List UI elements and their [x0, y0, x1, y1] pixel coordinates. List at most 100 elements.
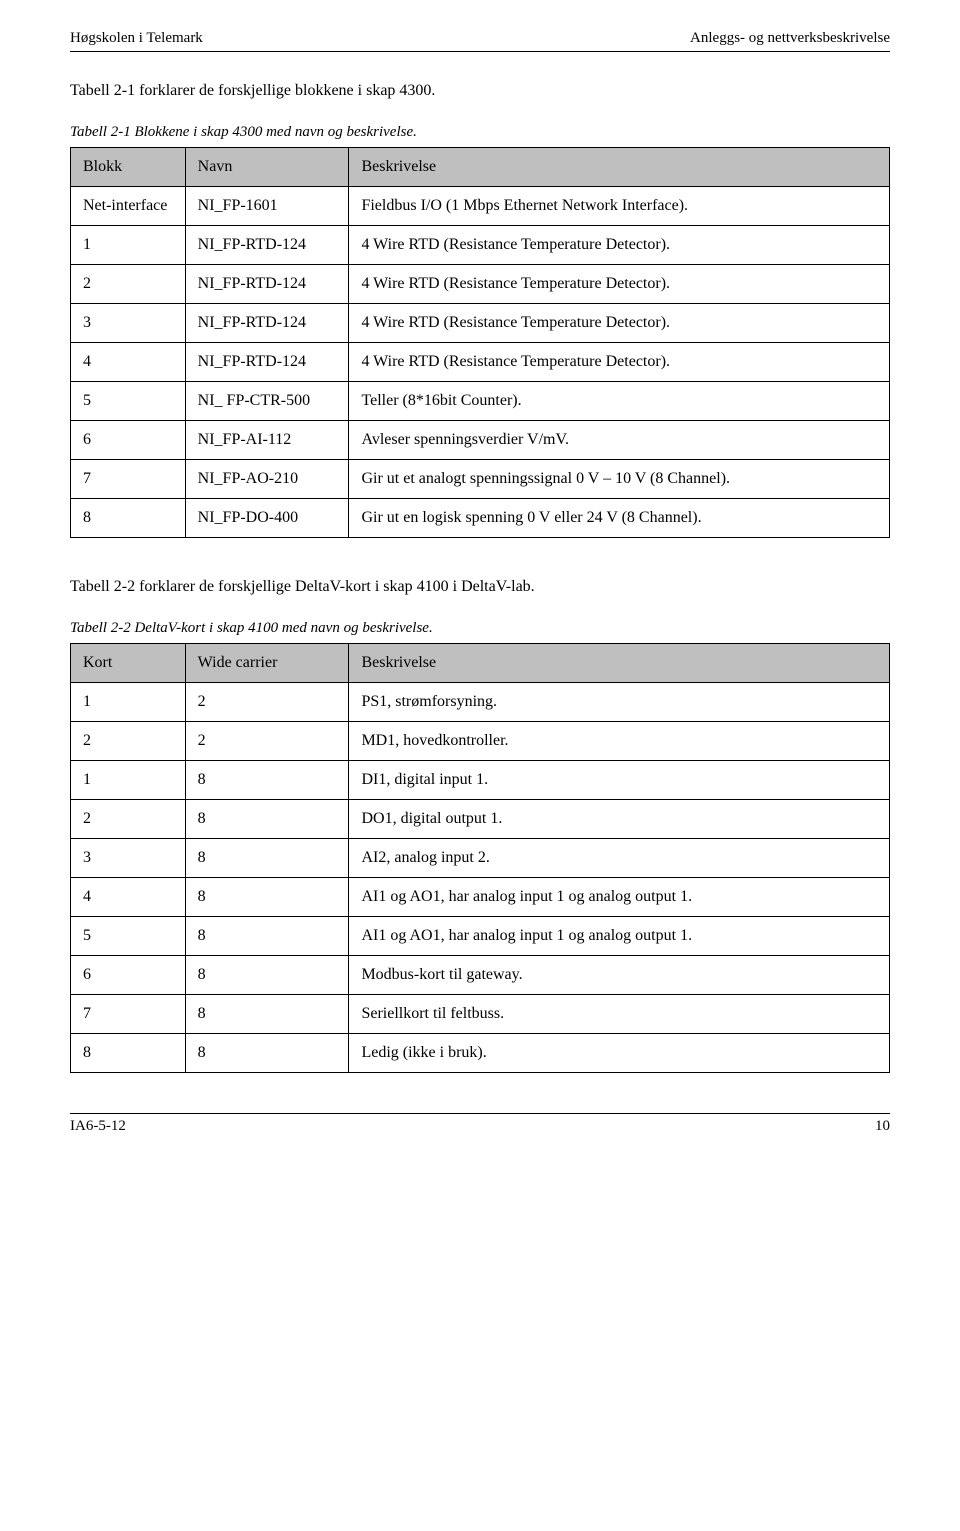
table-row: 5NI_ FP-CTR-500Teller (8*16bit Counter).: [71, 382, 890, 421]
cell: NI_FP-RTD-124: [185, 304, 349, 343]
cell: 6: [71, 956, 186, 995]
cell: 8: [185, 956, 349, 995]
table-2-header-row: Kort Wide carrier Beskrivelse: [71, 644, 890, 683]
page-header: Høgskolen i Telemark Anleggs- og nettver…: [70, 30, 890, 47]
footer-right: 10: [875, 1118, 890, 1135]
cell: 2: [185, 683, 349, 722]
cell: NI_FP-RTD-124: [185, 265, 349, 304]
cell: 8: [71, 499, 186, 538]
cell: Net-interface: [71, 187, 186, 226]
cell: NI_FP-AO-210: [185, 460, 349, 499]
cell: NI_ FP-CTR-500: [185, 382, 349, 421]
cell: 3: [71, 839, 186, 878]
cell: PS1, strømforsyning.: [349, 683, 890, 722]
table-row: Net-interfaceNI_FP-1601Fieldbus I/O (1 M…: [71, 187, 890, 226]
table-row: 18DI1, digital input 1.: [71, 761, 890, 800]
cell: NI_FP-1601: [185, 187, 349, 226]
cell: 8: [185, 800, 349, 839]
cell: 8: [185, 917, 349, 956]
table-row: 88Ledig (ikke i bruk).: [71, 1034, 890, 1073]
table-row: 48AI1 og AO1, har analog input 1 og anal…: [71, 878, 890, 917]
cell: 1: [71, 683, 186, 722]
cell: 4 Wire RTD (Resistance Temperature Detec…: [349, 226, 890, 265]
table-2-header-c3: Beskrivelse: [349, 644, 890, 683]
table-1-header-c1: Blokk: [71, 148, 186, 187]
cell: NI_FP-RTD-124: [185, 343, 349, 382]
cell: 8: [185, 761, 349, 800]
table-row: 1NI_FP-RTD-1244 Wire RTD (Resistance Tem…: [71, 226, 890, 265]
cell: Ledig (ikke i bruk).: [349, 1034, 890, 1073]
table-2-header-c2: Wide carrier: [185, 644, 349, 683]
page-footer: IA6-5-12 10: [70, 1118, 890, 1135]
table-1-header-row: Blokk Navn Beskrivelse: [71, 148, 890, 187]
header-right: Anleggs- og nettverksbeskrivelse: [690, 30, 890, 47]
cell: NI_FP-DO-400: [185, 499, 349, 538]
cell: 7: [71, 460, 186, 499]
cell: 4: [71, 878, 186, 917]
document-page: Høgskolen i Telemark Anleggs- og nettver…: [0, 0, 960, 1175]
cell: 4 Wire RTD (Resistance Temperature Detec…: [349, 343, 890, 382]
cell: Gir ut en logisk spenning 0 V eller 24 V…: [349, 499, 890, 538]
cell: DI1, digital input 1.: [349, 761, 890, 800]
table-row: 38AI2, analog input 2.: [71, 839, 890, 878]
cell: NI_FP-AI-112: [185, 421, 349, 460]
table-row: 7NI_FP-AO-210Gir ut et analogt spennings…: [71, 460, 890, 499]
cell: AI2, analog input 2.: [349, 839, 890, 878]
cell: 2: [71, 800, 186, 839]
cell: AI1 og AO1, har analog input 1 og analog…: [349, 917, 890, 956]
table-1-header-c2: Navn: [185, 148, 349, 187]
table-1: Blokk Navn Beskrivelse Net-interfaceNI_F…: [70, 147, 890, 538]
cell: 1: [71, 761, 186, 800]
cell: MD1, hovedkontroller.: [349, 722, 890, 761]
cell: 4 Wire RTD (Resistance Temperature Detec…: [349, 265, 890, 304]
header-divider: [70, 51, 890, 52]
table-caption-1: Tabell 2-1 Blokkene i skap 4300 med navn…: [70, 124, 890, 141]
cell: 5: [71, 382, 186, 421]
table-2-body: 12PS1, strømforsyning. 22MD1, hovedkontr…: [71, 683, 890, 1073]
cell: 1: [71, 226, 186, 265]
table-1-body: Net-interfaceNI_FP-1601Fieldbus I/O (1 M…: [71, 187, 890, 538]
cell: 8: [71, 1034, 186, 1073]
cell: Seriellkort til feltbuss.: [349, 995, 890, 1034]
table-row: 22MD1, hovedkontroller.: [71, 722, 890, 761]
table-row: 8NI_FP-DO-400Gir ut en logisk spenning 0…: [71, 499, 890, 538]
table-1-header-c3: Beskrivelse: [349, 148, 890, 187]
cell: Teller (8*16bit Counter).: [349, 382, 890, 421]
cell: Fieldbus I/O (1 Mbps Ethernet Network In…: [349, 187, 890, 226]
cell: Avleser spenningsverdier V/mV.: [349, 421, 890, 460]
cell: NI_FP-RTD-124: [185, 226, 349, 265]
footer-left: IA6-5-12: [70, 1118, 126, 1135]
cell: 3: [71, 304, 186, 343]
table-row: 28DO1, digital output 1.: [71, 800, 890, 839]
cell: Modbus-kort til gateway.: [349, 956, 890, 995]
cell: 8: [185, 839, 349, 878]
cell: 7: [71, 995, 186, 1034]
cell: 4: [71, 343, 186, 382]
cell: 4 Wire RTD (Resistance Temperature Detec…: [349, 304, 890, 343]
cell: Gir ut et analogt spenningssignal 0 V – …: [349, 460, 890, 499]
table-row: 58AI1 og AO1, har analog input 1 og anal…: [71, 917, 890, 956]
cell: 2: [71, 722, 186, 761]
footer-divider: [70, 1113, 890, 1114]
intro-text-2: Tabell 2-2 forklarer de forskjellige Del…: [70, 578, 890, 596]
cell: 5: [71, 917, 186, 956]
table-row: 78Seriellkort til feltbuss.: [71, 995, 890, 1034]
table-row: 12PS1, strømforsyning.: [71, 683, 890, 722]
intro-text-1: Tabell 2-1 forklarer de forskjellige blo…: [70, 82, 890, 100]
cell: AI1 og AO1, har analog input 1 og analog…: [349, 878, 890, 917]
cell: DO1, digital output 1.: [349, 800, 890, 839]
table-row: 2NI_FP-RTD-1244 Wire RTD (Resistance Tem…: [71, 265, 890, 304]
table-row: 68Modbus-kort til gateway.: [71, 956, 890, 995]
header-left: Høgskolen i Telemark: [70, 30, 203, 47]
table-row: 4NI_FP-RTD-1244 Wire RTD (Resistance Tem…: [71, 343, 890, 382]
cell: 8: [185, 1034, 349, 1073]
cell: 2: [185, 722, 349, 761]
cell: 6: [71, 421, 186, 460]
table-2: Kort Wide carrier Beskrivelse 12PS1, str…: [70, 643, 890, 1073]
table-2-header-c1: Kort: [71, 644, 186, 683]
cell: 8: [185, 878, 349, 917]
cell: 8: [185, 995, 349, 1034]
cell: 2: [71, 265, 186, 304]
table-caption-2: Tabell 2-2 DeltaV-kort i skap 4100 med n…: [70, 620, 890, 637]
table-row: 6NI_FP-AI-112Avleser spenningsverdier V/…: [71, 421, 890, 460]
